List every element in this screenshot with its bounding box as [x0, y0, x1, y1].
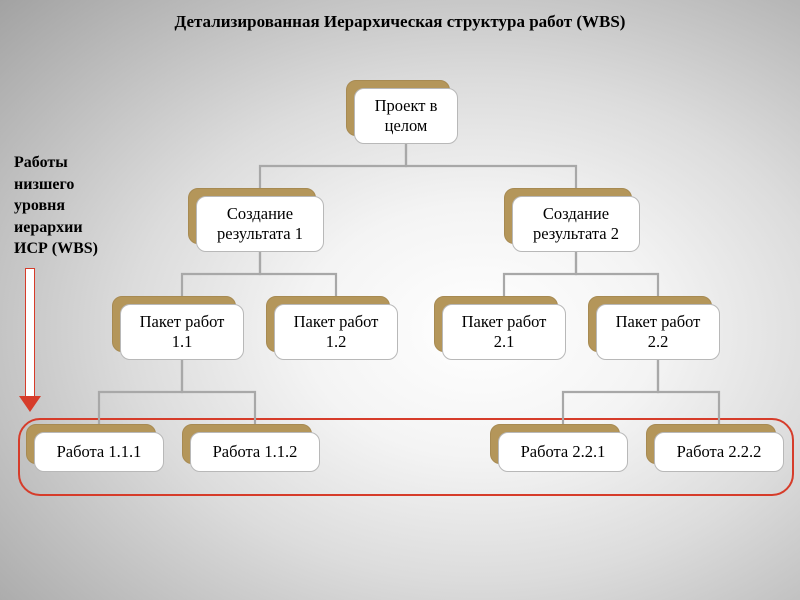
wbs-node: Пакет работ1.2: [274, 304, 398, 360]
wbs-node: Работа 2.2.1: [498, 432, 628, 472]
side-annotation: РаботынизшегоуровняиерархииИСР (WBS): [14, 152, 98, 260]
wbs-node: Работа 1.1.1: [34, 432, 164, 472]
wbs-node: Пакет работ1.1: [120, 304, 244, 360]
wbs-node: Проект вцелом: [354, 88, 458, 144]
wbs-node: Пакет работ2.2: [596, 304, 720, 360]
wbs-node: Созданиерезультата 1: [196, 196, 324, 252]
wbs-node: Работа 1.1.2: [190, 432, 320, 472]
wbs-node: Пакет работ2.1: [442, 304, 566, 360]
wbs-node: Работа 2.2.2: [654, 432, 784, 472]
arrow-down-icon: [25, 268, 35, 396]
arrow-head-icon: [19, 396, 41, 412]
wbs-node: Созданиерезультата 2: [512, 196, 640, 252]
page-title: Детализированная Иерархическая структура…: [0, 12, 800, 32]
